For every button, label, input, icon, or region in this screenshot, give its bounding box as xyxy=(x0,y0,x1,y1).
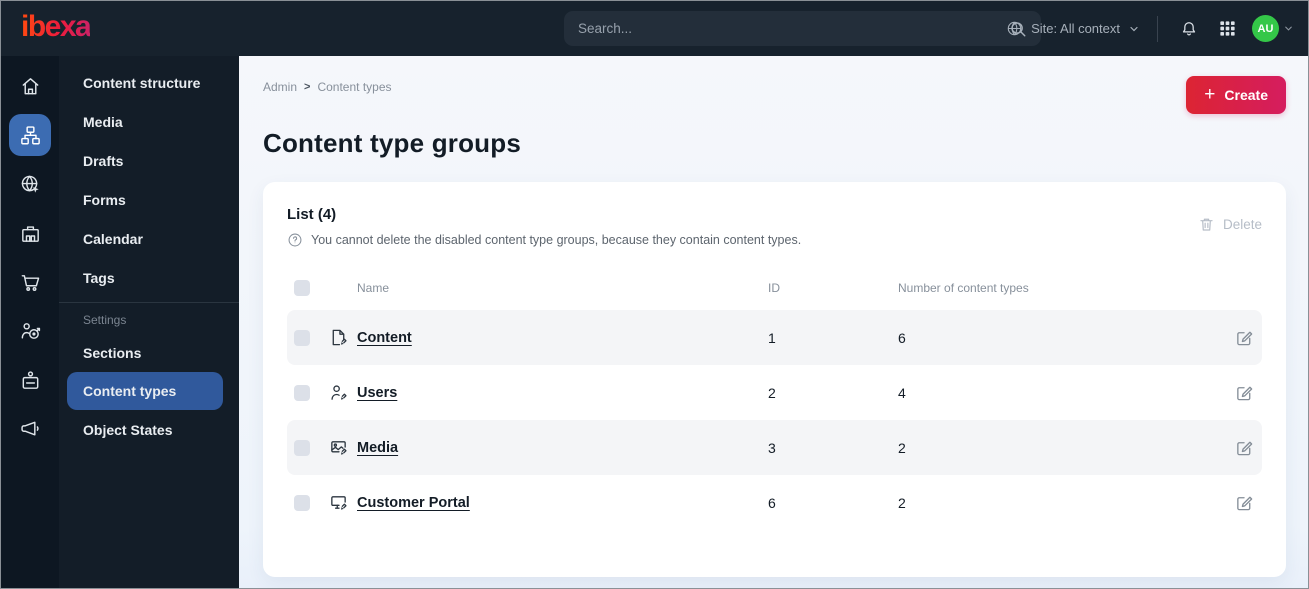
menu-item-media[interactable]: Media xyxy=(83,113,123,130)
home-icon xyxy=(19,75,42,98)
menu-item-object-states[interactable]: Object States xyxy=(83,421,173,438)
edit-button[interactable] xyxy=(1233,326,1256,349)
side-menu: Content structure Media Drafts Forms Cal… xyxy=(59,56,239,588)
row-count: 4 xyxy=(898,384,906,401)
row-count: 6 xyxy=(898,329,906,346)
select-all-checkbox[interactable] xyxy=(294,280,310,296)
column-header-id: ID xyxy=(768,281,780,295)
delete-button-label: Delete xyxy=(1222,217,1262,232)
create-button-label: Create xyxy=(1224,87,1268,103)
ibexa-logo[interactable]: ibexa xyxy=(21,10,92,43)
globe-icon xyxy=(1006,20,1023,37)
column-header-name: Name xyxy=(357,281,390,295)
row-id: 2 xyxy=(768,384,776,401)
trash-icon xyxy=(1198,216,1215,233)
site-context-label: Site: All context xyxy=(1031,21,1120,36)
create-button[interactable]: + Create xyxy=(1186,76,1286,114)
question-circle-icon xyxy=(287,232,303,248)
site-context-selector[interactable]: Site: All context xyxy=(1006,20,1140,37)
icon-rail xyxy=(1,56,59,588)
table-header: Name ID Number of content types xyxy=(287,272,1262,304)
rail-promotions-button[interactable] xyxy=(9,408,51,450)
rail-corporate-button[interactable] xyxy=(9,359,51,401)
chevron-down-icon xyxy=(1283,23,1294,34)
edit-button[interactable] xyxy=(1233,381,1256,404)
table-row: Content 1 6 xyxy=(287,310,1262,365)
row-checkbox[interactable] xyxy=(294,439,310,456)
row-id: 3 xyxy=(768,439,776,456)
search-input[interactable] xyxy=(578,21,1009,36)
global-search[interactable] xyxy=(564,11,1041,46)
breadcrumb-separator: > xyxy=(304,81,311,93)
content-tree-icon xyxy=(19,124,42,147)
monitor-edit-icon xyxy=(329,493,357,512)
plus-icon: + xyxy=(1204,83,1216,105)
id-badge-icon xyxy=(19,369,42,392)
breadcrumb-current: Content types xyxy=(317,80,392,94)
content-type-groups-panel: List (4) You cannot delete the disabled … xyxy=(263,182,1286,577)
topbar-divider xyxy=(1157,15,1158,42)
rail-personalization-button[interactable] xyxy=(9,310,51,352)
table-row: Customer Portal 6 2 xyxy=(287,475,1262,530)
product-boxes-icon xyxy=(19,222,42,245)
row-checkbox[interactable] xyxy=(294,329,310,346)
user-edit-icon xyxy=(329,383,357,402)
breadcrumb: Admin > Content types xyxy=(263,76,392,94)
group-link-users[interactable]: Users xyxy=(357,385,398,401)
megaphone-icon xyxy=(19,418,42,441)
chevron-down-icon xyxy=(1128,23,1140,35)
edit-button[interactable] xyxy=(1233,436,1256,459)
notifications-button[interactable] xyxy=(1175,15,1203,43)
row-checkbox[interactable] xyxy=(294,494,310,511)
topbar-right: Site: All context xyxy=(1006,1,1294,56)
menu-item-calendar[interactable]: Calendar xyxy=(83,230,143,247)
image-edit-icon xyxy=(329,438,357,457)
menu-section-settings: Settings xyxy=(83,313,127,327)
rail-product-catalog-button[interactable] xyxy=(9,212,51,254)
help-text: You cannot delete the disabled content t… xyxy=(311,233,802,247)
edit-button[interactable] xyxy=(1233,491,1256,514)
menu-item-content-types[interactable]: Content types xyxy=(67,372,223,410)
group-link-media[interactable]: Media xyxy=(357,440,399,456)
menu-item-sections[interactable]: Sections xyxy=(83,344,142,361)
top-bar: ibexa Site: All context xyxy=(1,1,1308,56)
rail-commerce-button[interactable] xyxy=(9,261,51,303)
table-row: Users 2 4 xyxy=(287,365,1262,420)
rail-home-button[interactable] xyxy=(9,65,51,107)
cart-icon xyxy=(19,271,42,294)
menu-item-content-structure[interactable]: Content structure xyxy=(83,74,201,91)
delete-button[interactable]: Delete xyxy=(1198,216,1262,233)
globe-pointer-icon xyxy=(19,173,42,196)
row-checkbox[interactable] xyxy=(294,384,310,401)
menu-item-drafts[interactable]: Drafts xyxy=(83,152,124,169)
bell-icon xyxy=(1179,19,1199,39)
page-title: Content type groups xyxy=(263,128,522,158)
group-link-content[interactable]: Content xyxy=(357,330,412,346)
breadcrumb-admin[interactable]: Admin xyxy=(263,80,298,94)
content-type-groups-table: Name ID Number of content types xyxy=(287,272,1262,530)
menu-divider xyxy=(59,302,239,303)
table-row: Media 3 2 xyxy=(287,420,1262,475)
group-link-customer-portal[interactable]: Customer Portal xyxy=(357,495,470,511)
column-header-count: Number of content types xyxy=(898,281,1029,295)
personalization-target-icon xyxy=(19,320,42,343)
list-title: List (4) xyxy=(287,206,337,223)
row-count: 2 xyxy=(898,439,906,456)
menu-item-tags[interactable]: Tags xyxy=(83,269,115,286)
row-count: 2 xyxy=(898,494,906,511)
rail-content-button[interactable] xyxy=(9,114,51,156)
avatar[interactable]: AU xyxy=(1252,15,1279,42)
main-content: Admin > Content types + Create Content t… xyxy=(239,56,1308,588)
app-switcher-button[interactable] xyxy=(1214,15,1241,42)
row-id: 6 xyxy=(768,494,776,511)
grid-icon xyxy=(1218,19,1237,38)
file-edit-icon xyxy=(329,328,357,347)
rail-site-button[interactable] xyxy=(9,163,51,205)
menu-item-forms[interactable]: Forms xyxy=(83,191,126,208)
user-menu[interactable]: AU xyxy=(1252,15,1294,42)
row-id: 1 xyxy=(768,329,776,346)
